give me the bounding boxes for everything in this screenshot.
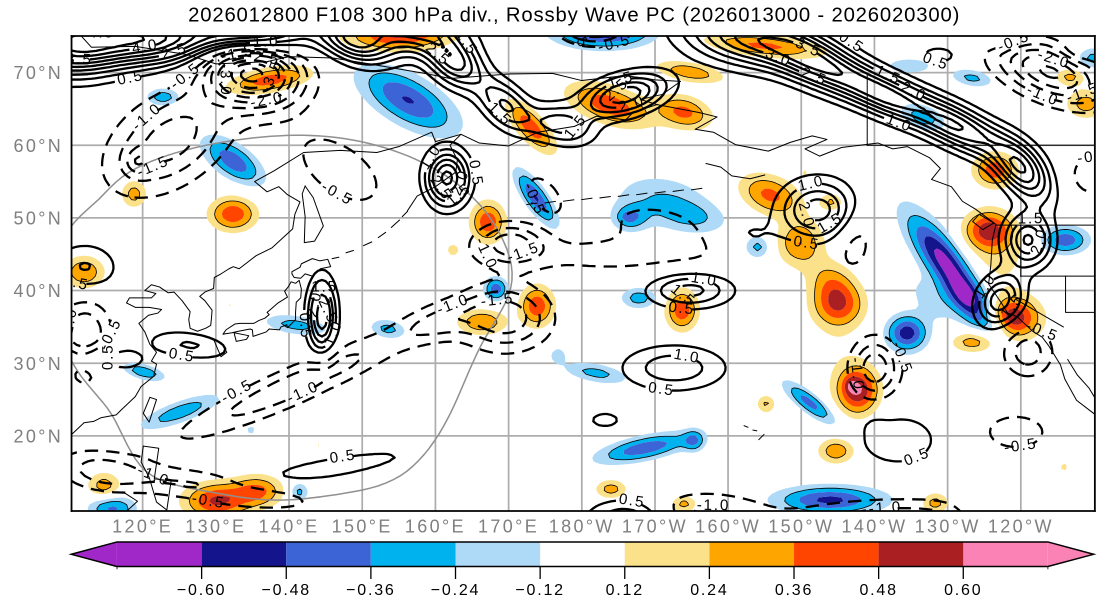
svg-text:0.48: 0.48 <box>859 582 897 599</box>
svg-text:0.5: 0.5 <box>296 312 315 340</box>
svg-text:2.0: 2.0 <box>304 289 326 319</box>
svg-text:150°W: 150°W <box>768 516 834 536</box>
svg-text:0.12: 0.12 <box>606 582 644 599</box>
svg-text:50°N: 50°N <box>13 208 63 228</box>
svg-text:0.60: 0.60 <box>944 582 982 599</box>
svg-text:-2.0: -2.0 <box>249 89 285 112</box>
svg-text:0.36: 0.36 <box>775 582 813 599</box>
svg-text:1.0: 1.0 <box>672 346 701 368</box>
svg-text:-0.5: -0.5 <box>1023 317 1060 345</box>
svg-text:1.0: 1.0 <box>796 172 826 195</box>
svg-text:150°E: 150°E <box>332 516 393 536</box>
svg-text:2.0: 2.0 <box>135 6 162 24</box>
svg-text:0.5: 0.5 <box>465 159 486 188</box>
svg-text:−0.24: −0.24 <box>431 582 481 599</box>
svg-text:2.0: 2.0 <box>795 200 818 230</box>
svg-text:0.5: 0.5 <box>792 233 821 254</box>
svg-text:130°E: 130°E <box>185 516 246 536</box>
svg-text:20°N: 20°N <box>13 426 63 446</box>
svg-text:1.0: 1.0 <box>690 269 719 290</box>
svg-text:2.0: 2.0 <box>617 92 647 116</box>
svg-text:170°W: 170°W <box>622 516 688 536</box>
svg-text:3.0: 3.0 <box>69 13 97 33</box>
svg-text:−0.36: −0.36 <box>346 582 396 599</box>
svg-text:-0.5: -0.5 <box>95 316 125 353</box>
svg-text:-3.0: -3.0 <box>216 63 234 97</box>
svg-text:1.5: 1.5 <box>814 209 845 237</box>
svg-text:0.24: 0.24 <box>690 582 728 599</box>
svg-text:180°W: 180°W <box>549 516 615 536</box>
svg-text:120°E: 120°E <box>112 516 173 536</box>
svg-text:130°W: 130°W <box>915 516 981 536</box>
svg-text:40°N: 40°N <box>13 281 63 301</box>
svg-text:-0.5: -0.5 <box>191 490 227 512</box>
svg-text:0.5: 0.5 <box>836 28 868 57</box>
svg-text:3.5: 3.5 <box>66 50 93 68</box>
svg-text:-2.5: -2.5 <box>246 47 281 68</box>
svg-text:170°E: 170°E <box>478 516 539 536</box>
svg-text:160°E: 160°E <box>405 516 466 536</box>
svg-text:2026012800 F108 300 hPa div.,: 2026012800 F108 300 hPa div., Rossby Wav… <box>188 4 960 26</box>
svg-text:0.5: 0.5 <box>329 446 358 467</box>
svg-text:1.0: 1.0 <box>103 0 130 15</box>
svg-text:30°N: 30°N <box>13 354 63 374</box>
svg-text:60°N: 60°N <box>13 136 63 156</box>
svg-text:−0.48: −0.48 <box>262 582 312 599</box>
svg-text:0.5: 0.5 <box>902 444 933 470</box>
svg-text:140°E: 140°E <box>258 516 319 536</box>
svg-text:120°W: 120°W <box>988 516 1054 536</box>
svg-text:−0.12: −0.12 <box>515 582 565 599</box>
svg-text:-1.0: -1.0 <box>847 357 867 392</box>
svg-text:-1.0: -1.0 <box>697 497 731 514</box>
svg-text:-1.5: -1.5 <box>219 42 255 66</box>
svg-text:0.5: 0.5 <box>100 344 117 371</box>
svg-text:1.5: 1.5 <box>1017 210 1044 228</box>
svg-text:0.5: 0.5 <box>167 345 196 366</box>
svg-text:0.5: 0.5 <box>920 49 951 74</box>
svg-text:-1.0: -1.0 <box>135 462 172 490</box>
svg-text:1.0: 1.0 <box>252 33 279 51</box>
svg-text:−0.60: −0.60 <box>177 582 227 599</box>
svg-text:-0.5: -0.5 <box>318 178 355 209</box>
svg-text:0.5: 0.5 <box>618 490 647 511</box>
svg-text:-0.5: -0.5 <box>1003 435 1038 456</box>
svg-text:-1.0: -1.0 <box>58 306 81 342</box>
svg-text:0.5: 0.5 <box>668 299 696 319</box>
svg-text:160°W: 160°W <box>695 516 761 536</box>
svg-text:1.5: 1.5 <box>452 27 481 59</box>
svg-text:140°W: 140°W <box>841 516 907 536</box>
svg-text:70°N: 70°N <box>13 63 63 83</box>
svg-text:-0.5: -0.5 <box>218 376 255 407</box>
svg-text:4.0: 4.0 <box>131 36 160 57</box>
svg-text:-1.0: -1.0 <box>868 498 903 517</box>
svg-text:-1.5: -1.5 <box>480 290 515 311</box>
svg-text:2.0: 2.0 <box>1027 226 1051 256</box>
svg-text:4.5: 4.5 <box>88 24 115 41</box>
svg-text:0.5: 0.5 <box>61 272 91 295</box>
svg-text:0.5: 0.5 <box>116 67 145 89</box>
svg-text:-0.5: -0.5 <box>1076 146 1105 167</box>
svg-text:0.5: 0.5 <box>647 379 676 400</box>
svg-text:1.5: 1.5 <box>311 278 338 295</box>
